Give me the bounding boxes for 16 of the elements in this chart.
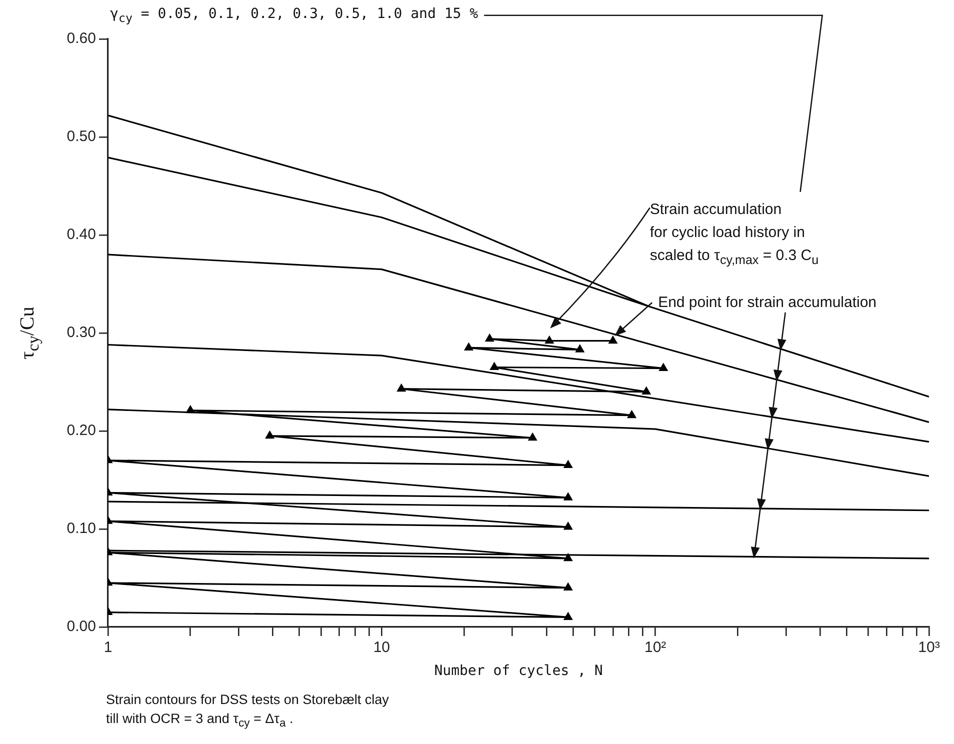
y-tick-label: 0.00: [66, 618, 96, 636]
y-tick-label: 0.10: [66, 520, 96, 538]
x-tick-label: 10²: [644, 639, 666, 656]
x-axis-title: Number of cycles , N: [434, 663, 603, 679]
text: Strain contours for DSS tests on Storebælt clay till with OCR = 3 and τ$_{cy}$ = Δτ$_{a}$ .: [106, 691, 389, 732]
annotation: End point for strain accumulation: [658, 292, 877, 313]
y-tick-label: 0.20: [66, 422, 96, 440]
y-tick-label: 0.60: [66, 30, 96, 48]
x-tick-label: 10: [373, 639, 390, 656]
chart-title: γ$_{cy}$ = 0.05, 0.1, 0.2, 0.3, 0.5, 1.0 and 15 %: [110, 6, 478, 25]
y-tick-label: 0.30: [66, 324, 96, 342]
x-tick-label: 10³: [918, 639, 940, 656]
y-tick-label: 0.50: [66, 128, 96, 146]
annotation: Strain accumulation for cyclic load history in scaled to τ$_{cy,max}$ = 0.3 C$_{u}$: [650, 200, 819, 269]
x-tick-label: 1: [104, 639, 112, 656]
y-tick-label: 0.40: [66, 226, 96, 244]
